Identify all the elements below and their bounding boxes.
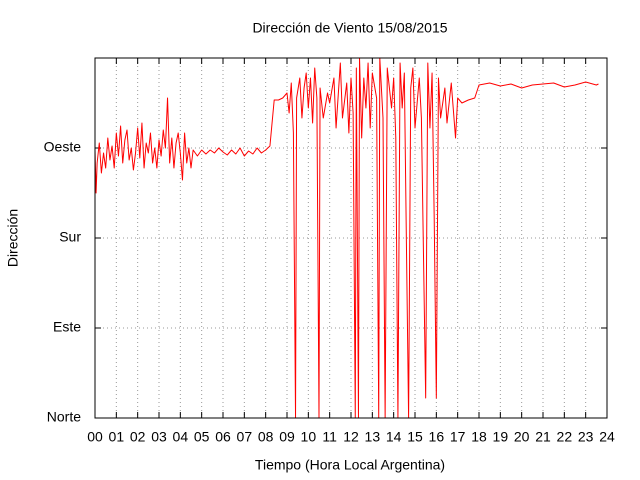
x-tick-label: 12 [343,429,359,445]
y-tick-label: Oeste [44,139,82,155]
x-tick-label: 21 [535,429,551,445]
x-tick-label: 05 [194,429,210,445]
data-line [94,57,599,419]
y-tick-label: Sur [59,229,81,245]
x-tick-label: 02 [130,429,146,445]
y-tick-label: Norte [47,409,81,425]
y-axis-title: Dirección [5,209,21,267]
x-tick-label: 01 [109,429,125,445]
y-tick-label: Este [53,319,81,335]
x-tick-label: 09 [279,429,295,445]
x-tick-label: 13 [365,429,381,445]
x-tick-label: 03 [151,429,167,445]
plot-border [94,57,608,419]
x-tick-label: 23 [578,429,594,445]
x-tick-label: 18 [471,429,487,445]
x-tick-label: 10 [301,429,317,445]
x-tick-label: 24 [599,429,615,445]
x-tick-label: 17 [450,429,466,445]
x-tick-label: 06 [215,429,231,445]
x-tick-label: 08 [258,429,274,445]
x-tick-label: 07 [237,429,253,445]
x-tick-label: 20 [514,429,530,445]
plot-area: Norte Este Sur Oeste 00 01 02 03 04 05 06 07 08 09 10 1… [44,57,615,445]
x-tick-label: 15 [407,429,423,445]
x-tick-label: 16 [429,429,445,445]
x-tick-label: 00 [87,429,103,445]
x-tick-label: 14 [386,429,402,445]
x-tick-label: 04 [173,429,189,445]
chart-title: Dirección de Viento 15/08/2015 [252,20,447,36]
x-tick-label: 19 [493,429,509,445]
x-tick-label: 11 [322,429,337,445]
x-axis-title: Tiempo (Hora Local Argentina) [255,457,445,473]
x-tick-label: 22 [557,429,573,445]
